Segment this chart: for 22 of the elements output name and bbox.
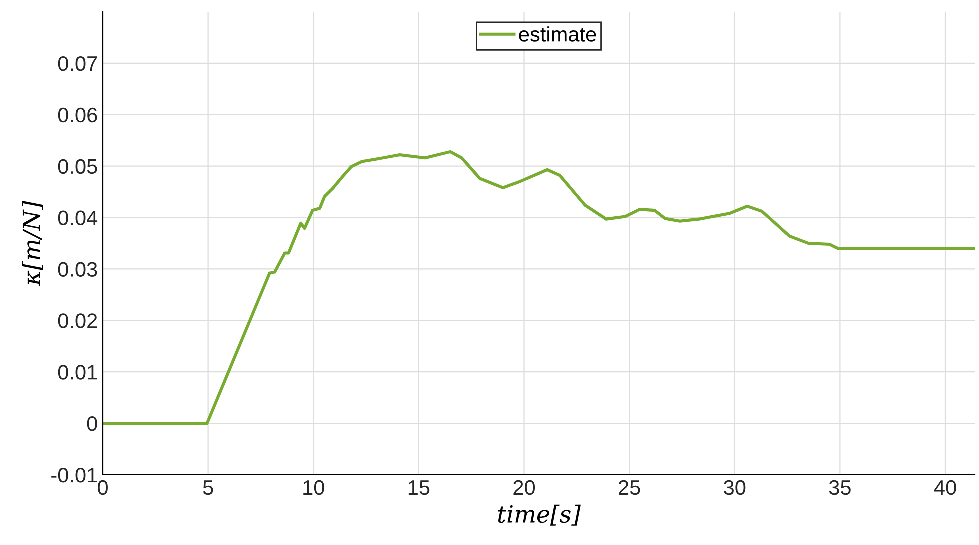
y-tick-label: 0.03 <box>58 262 98 277</box>
x-tick-label: 20 <box>514 480 536 496</box>
x-tick-label: 5 <box>203 480 214 496</box>
x-tick-label: 35 <box>829 480 851 496</box>
y-tick-label: 0.05 <box>58 159 98 174</box>
x-tick-label: 30 <box>724 480 746 496</box>
y-axis-title: κ[m/N] <box>22 201 44 286</box>
y-tick-label: 0.04 <box>58 210 98 226</box>
x-tick-label: 40 <box>934 480 956 496</box>
x-tick-label: 0 <box>98 480 108 496</box>
y-tick-label: 0.06 <box>58 108 98 123</box>
y-tick-label: 0.07 <box>58 56 98 72</box>
legend-label: estimate <box>519 26 596 42</box>
y-tick-label: 0.02 <box>58 314 98 328</box>
x-axis-title: time[s] <box>498 504 581 526</box>
line-series <box>103 150 975 426</box>
y-tick-label: -0.01 <box>52 468 98 483</box>
x-tick-label: 25 <box>619 480 640 496</box>
y-tick-label: 0 <box>87 416 98 432</box>
x-tick-label: 15 <box>408 480 430 496</box>
y-tick-label: 0.01 <box>58 365 98 380</box>
x-tick-label: 10 <box>304 480 324 496</box>
